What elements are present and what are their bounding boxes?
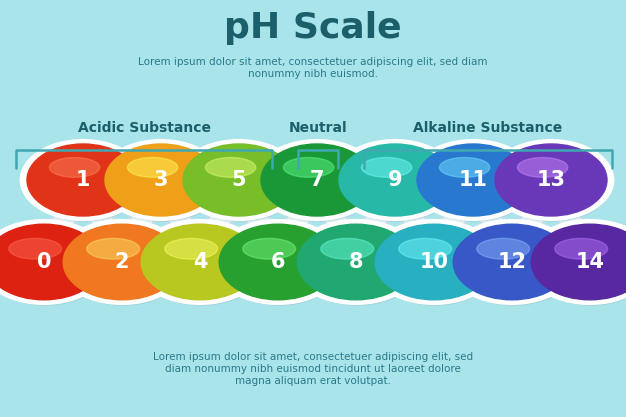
Ellipse shape [20, 140, 146, 220]
Text: Neutral: Neutral [289, 121, 347, 135]
Ellipse shape [49, 158, 100, 177]
Ellipse shape [134, 220, 266, 304]
Text: Lorem ipsum dolor sit amet, consectetuer adipiscing elit, sed diam
nonummy nibh : Lorem ipsum dolor sit amet, consectetuer… [138, 57, 488, 79]
Ellipse shape [61, 225, 186, 305]
Text: 9: 9 [387, 170, 403, 190]
Ellipse shape [295, 225, 420, 305]
Ellipse shape [98, 140, 223, 220]
Ellipse shape [446, 220, 578, 304]
Ellipse shape [0, 224, 103, 300]
Ellipse shape [27, 144, 139, 216]
Text: pH Scale: pH Scale [224, 11, 402, 45]
Ellipse shape [87, 239, 140, 259]
Ellipse shape [141, 224, 259, 300]
Ellipse shape [217, 225, 342, 305]
Ellipse shape [361, 158, 412, 177]
Ellipse shape [493, 145, 612, 221]
Ellipse shape [243, 239, 295, 259]
Ellipse shape [25, 145, 144, 221]
Ellipse shape [524, 220, 626, 304]
Text: 0: 0 [37, 252, 51, 272]
Text: 1: 1 [76, 170, 90, 190]
Ellipse shape [495, 144, 607, 216]
Ellipse shape [63, 224, 181, 300]
Text: 2: 2 [115, 252, 129, 272]
Ellipse shape [417, 144, 529, 216]
Text: Alkaline Substance: Alkaline Substance [413, 121, 563, 135]
Ellipse shape [254, 140, 380, 220]
Text: 13: 13 [536, 170, 565, 190]
Text: 3: 3 [154, 170, 168, 190]
Text: 7: 7 [310, 170, 324, 190]
Text: 6: 6 [271, 252, 285, 272]
Ellipse shape [56, 220, 188, 304]
Ellipse shape [453, 224, 571, 300]
Ellipse shape [297, 224, 415, 300]
Ellipse shape [373, 225, 498, 305]
Ellipse shape [375, 224, 493, 300]
Ellipse shape [128, 158, 178, 177]
Ellipse shape [181, 145, 300, 221]
Ellipse shape [205, 158, 256, 177]
Text: 10: 10 [419, 252, 448, 272]
Ellipse shape [410, 140, 536, 220]
Ellipse shape [219, 224, 337, 300]
Ellipse shape [488, 140, 613, 220]
Ellipse shape [139, 225, 264, 305]
Ellipse shape [0, 225, 108, 305]
Ellipse shape [518, 158, 568, 177]
Ellipse shape [290, 220, 422, 304]
Ellipse shape [332, 140, 458, 220]
Ellipse shape [261, 144, 373, 216]
Ellipse shape [183, 144, 295, 216]
Ellipse shape [337, 145, 456, 221]
Ellipse shape [321, 239, 374, 259]
Ellipse shape [9, 239, 61, 259]
Ellipse shape [339, 144, 451, 216]
Text: 4: 4 [193, 252, 207, 272]
Text: 5: 5 [232, 170, 246, 190]
Ellipse shape [0, 220, 110, 304]
Ellipse shape [368, 220, 500, 304]
Ellipse shape [212, 220, 344, 304]
Text: 12: 12 [498, 252, 526, 272]
Text: 11: 11 [458, 170, 488, 190]
Ellipse shape [105, 144, 217, 216]
Ellipse shape [415, 145, 534, 221]
Ellipse shape [284, 158, 334, 177]
Text: Acidic Substance: Acidic Substance [78, 121, 210, 135]
Text: 14: 14 [575, 252, 605, 272]
Ellipse shape [451, 225, 576, 305]
Ellipse shape [103, 145, 222, 221]
Text: Lorem ipsum dolor sit amet, consectetuer adipiscing elit, sed
diam nonummy nibh : Lorem ipsum dolor sit amet, consectetuer… [153, 352, 473, 386]
Ellipse shape [555, 239, 608, 259]
Ellipse shape [165, 239, 218, 259]
Ellipse shape [439, 158, 490, 177]
Text: 8: 8 [349, 252, 363, 272]
Ellipse shape [529, 225, 626, 305]
Ellipse shape [477, 239, 530, 259]
Ellipse shape [399, 239, 451, 259]
Ellipse shape [531, 224, 626, 300]
Ellipse shape [177, 140, 302, 220]
Ellipse shape [259, 145, 378, 221]
